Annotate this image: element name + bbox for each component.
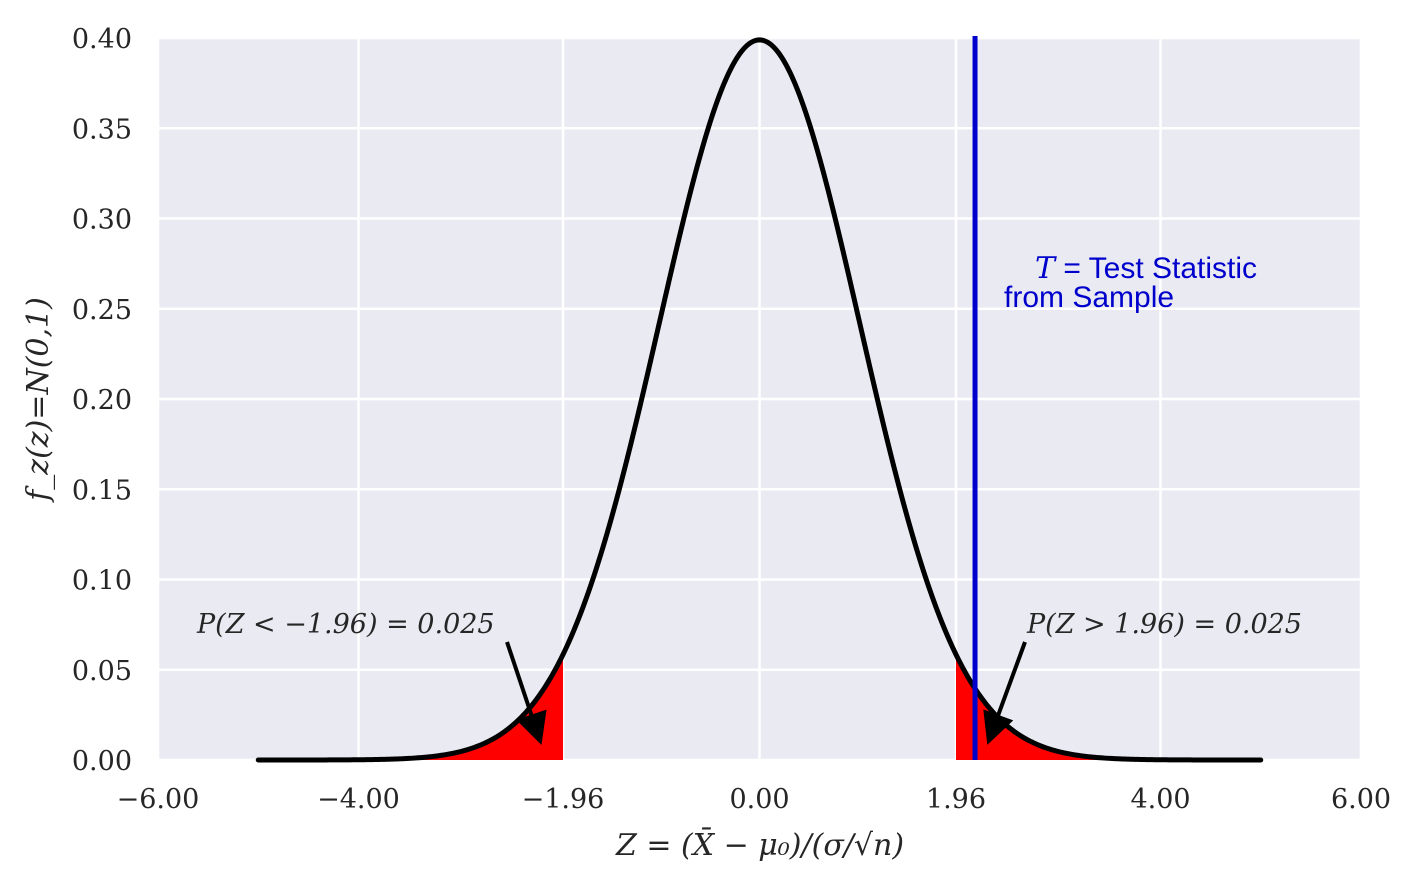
y-tick-label-1: 0.05 [72,656,132,687]
y-axis-label: f_z(z)=N(0,1) [21,297,56,503]
tail-area-right [955,654,1261,760]
x-tick-label-5: 4.00 [1130,784,1190,815]
y-tick-label-5: 0.25 [72,295,132,326]
y-tick-label-8: 0.40 [72,24,132,55]
x-tick-label-3: 0.00 [729,784,789,815]
x-axis-label: Z = (X̄ − μ₀)/(σ/√n) [615,827,904,863]
y-tick-label-0: 0.00 [72,746,132,777]
test-statistic-label-line1: T = Test Statistic [1035,251,1257,286]
x-tick-labels: −6.00 −4.00 −1.96 0.00 1.96 4.00 6.00 [117,784,1391,815]
test-statistic-symbol: T [1035,251,1057,286]
x-tick-label-1: −4.00 [317,784,400,815]
test-statistic-text: Test Statistic [1089,252,1257,285]
y-tick-label-2: 0.10 [72,566,132,597]
y-tick-labels: 0.00 0.05 0.10 0.15 0.20 0.25 0.30 0.35 0.40 [72,24,132,777]
y-tick-label-6: 0.30 [72,205,132,236]
density-curve [255,37,1264,763]
test-statistic-equals: = [1055,252,1089,285]
x-tick-label-6: 6.00 [1331,784,1391,815]
tail-area-left [258,654,564,760]
annotations: P(Z < −1.96) = 0.025 P(Z > 1.96) = 0.025 [196,609,1302,745]
test-statistic-label-line2: from Sample [1004,281,1174,314]
tail-areas [258,654,1261,760]
annotation-arrow-0 [505,641,547,745]
y-tick-label-4: 0.20 [72,385,132,416]
annotation-text-1: P(Z > 1.96) = 0.025 [1026,609,1302,640]
y-tick-label-3: 0.15 [72,475,132,506]
y-tick-label-7: 0.35 [72,114,132,145]
x-tick-label-2: −1.96 [522,784,605,815]
x-tick-label-0: −6.00 [117,784,200,815]
x-tick-label-4: 1.96 [926,784,986,815]
density-curve-group [255,37,1264,763]
annotation-arrow-1 [983,641,1027,745]
annotation-text-0: P(Z < −1.96) = 0.025 [196,609,495,640]
